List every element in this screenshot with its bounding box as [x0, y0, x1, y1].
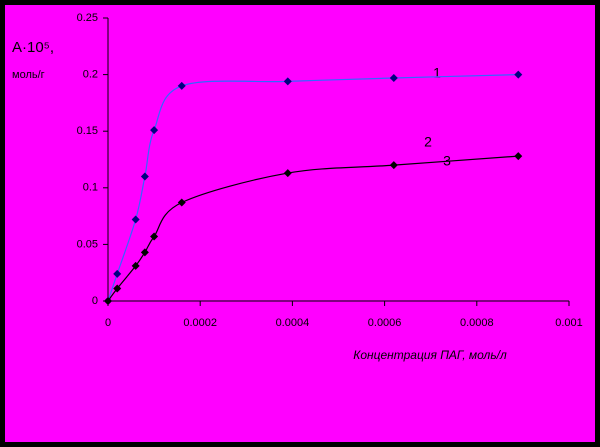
- x-tick-label: 0.001: [555, 317, 583, 329]
- y-tick-label: 0.2: [83, 69, 98, 81]
- x-tick-label: 0.0008: [460, 317, 494, 329]
- x-tick-label: 0.0006: [368, 317, 402, 329]
- y-tick-label: 0.25: [77, 12, 98, 24]
- annotation: 1: [433, 65, 441, 81]
- x-tick-label: 0.0002: [183, 317, 217, 329]
- data-point: [389, 161, 398, 170]
- y-tick-label: 0: [92, 295, 98, 307]
- data-point: [514, 70, 523, 79]
- y-tick-label: 0.05: [77, 238, 98, 250]
- data-point: [283, 169, 292, 178]
- x-tick-label: 0.0004: [276, 317, 310, 329]
- annotation: 2: [424, 134, 432, 150]
- y-axis-label: A·10⁵,: [12, 39, 54, 56]
- data-point: [113, 269, 122, 278]
- plot-background: [5, 5, 595, 442]
- data-point: [514, 152, 523, 161]
- data-point: [131, 215, 140, 224]
- x-tick-label: 0: [105, 317, 111, 329]
- data-point: [131, 261, 140, 270]
- data-point: [104, 297, 112, 305]
- data-point: [150, 232, 159, 241]
- data-point: [177, 81, 186, 90]
- y-axis-label: моль/г: [12, 69, 45, 81]
- x-axis-label: Концентрация ПАГ, моль/л: [353, 348, 507, 362]
- data-point: [389, 73, 398, 82]
- data-point: [140, 248, 149, 257]
- data-point: [177, 198, 186, 207]
- data-point: [140, 172, 149, 181]
- y-tick-label: 0.15: [77, 125, 98, 137]
- data-point: [283, 77, 292, 86]
- data-point: [150, 126, 159, 135]
- data-point: [113, 284, 122, 293]
- y-tick-label: 0.1: [83, 182, 98, 194]
